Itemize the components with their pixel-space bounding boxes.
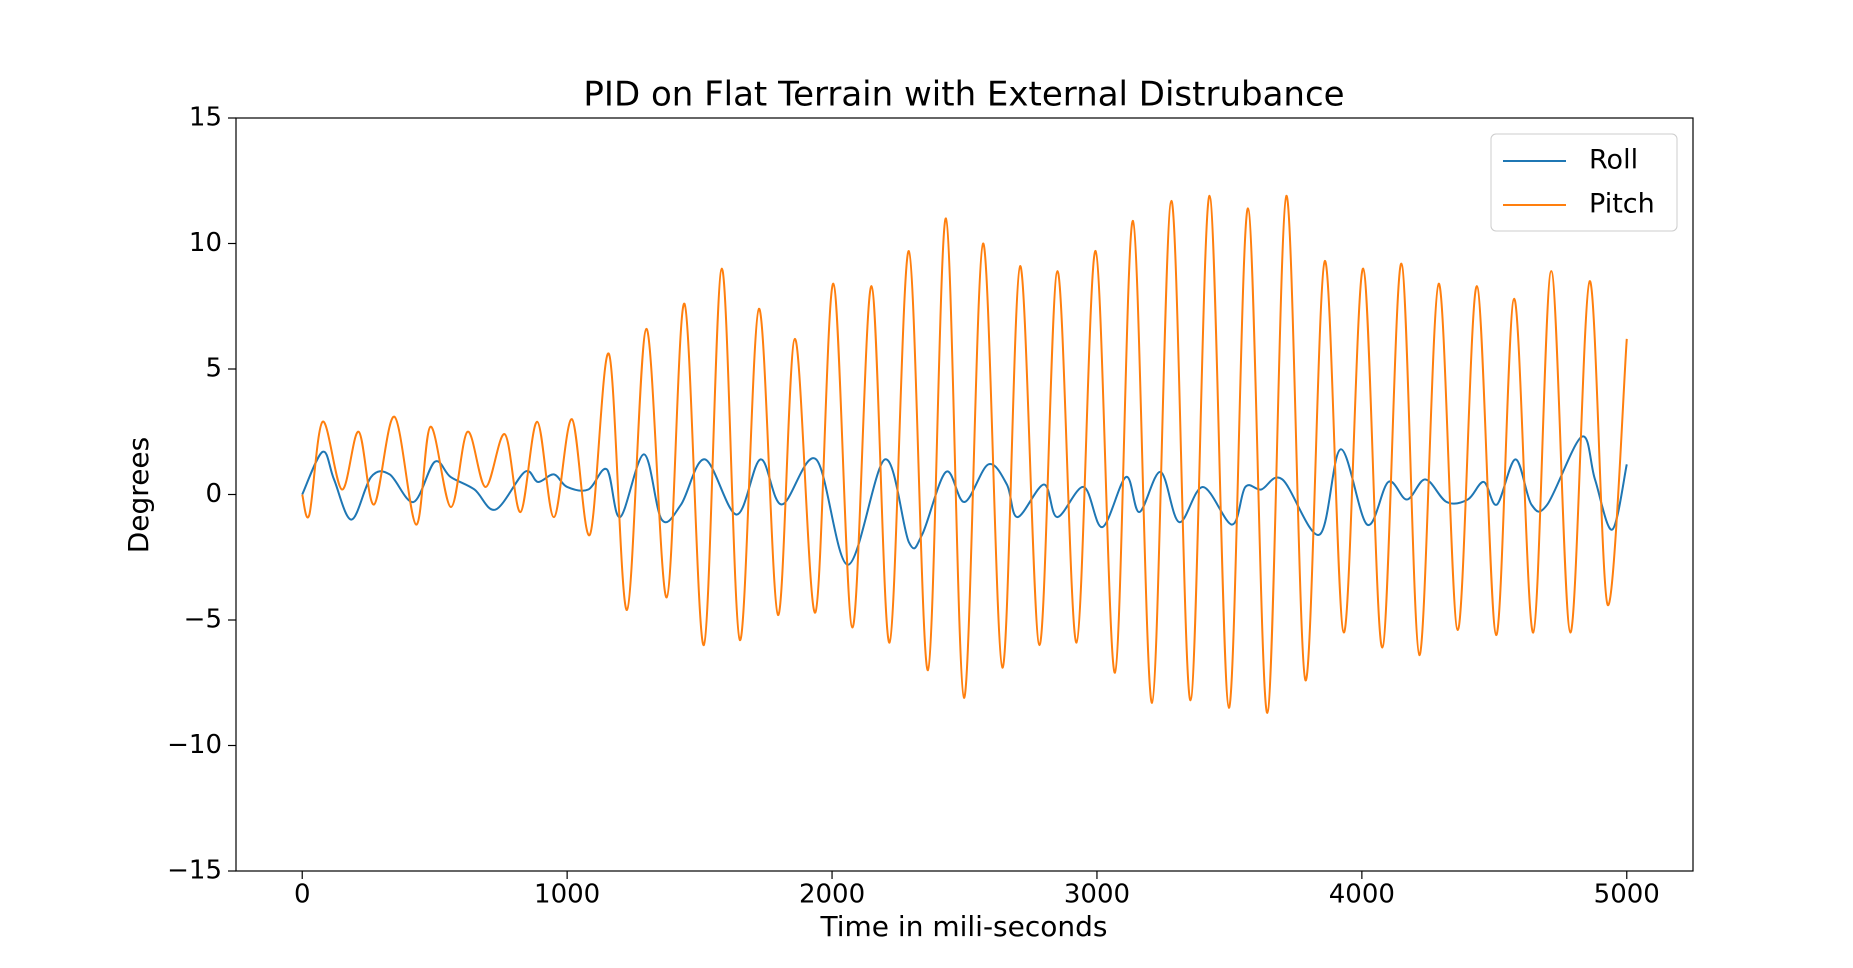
x-tick-label: 5000 <box>1594 880 1660 910</box>
x-tick-label: 3000 <box>1064 880 1130 910</box>
y-tick-label: 5 <box>205 354 222 384</box>
y-tick-label: −15 <box>167 856 222 886</box>
legend-label: Pitch <box>1589 189 1655 220</box>
x-tick-label: 2000 <box>799 880 865 910</box>
series-line <box>301 194 1628 714</box>
legend-box <box>1490 133 1678 232</box>
y-tick-label: 10 <box>189 228 222 258</box>
series-line <box>301 435 1628 566</box>
y-tick-label: 15 <box>189 103 222 133</box>
chart-title: PID on Flat Terrain with External Distru… <box>583 75 1344 115</box>
y-tick-label: 0 <box>205 479 222 509</box>
x-tick-label: 4000 <box>1329 880 1395 910</box>
x-tick-label: 1000 <box>534 880 600 910</box>
y-axis-label: Degrees <box>122 437 155 554</box>
legend-label: Roll <box>1589 145 1638 176</box>
plot-frame <box>235 117 1694 872</box>
x-tick-label: 0 <box>294 880 311 910</box>
x-axis-label: Time in mili-seconds <box>819 910 1107 943</box>
y-tick-label: −10 <box>167 730 222 760</box>
y-tick-label: −5 <box>184 605 222 635</box>
